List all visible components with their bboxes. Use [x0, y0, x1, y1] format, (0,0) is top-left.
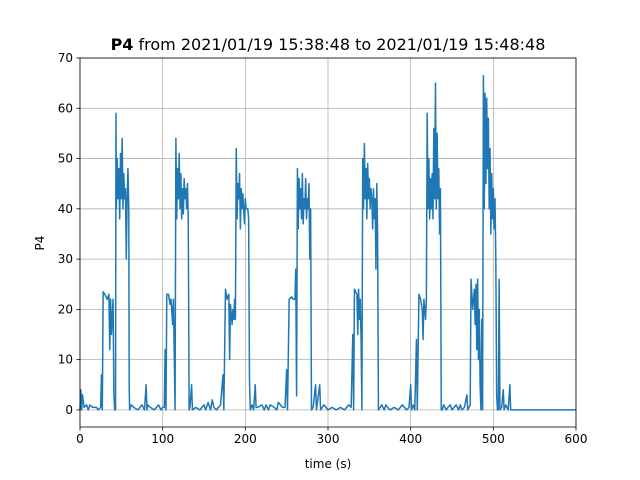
data-line — [79, 74, 576, 411]
x-tick-label: 0 — [76, 432, 84, 446]
x-tick-label: 500 — [482, 432, 505, 446]
title-text: from 2021/01/19 15:38:48 to 2021/01/19 1… — [139, 35, 546, 54]
x-tick-label: 400 — [399, 432, 422, 446]
x-tick-label: 200 — [234, 432, 257, 446]
x-tick-label: 100 — [151, 432, 174, 446]
x-axis-label: time (s) — [305, 457, 352, 471]
y-tick-label: 20 — [58, 302, 73, 316]
y-tick-label: 0 — [65, 403, 73, 417]
y-tick-label: 50 — [58, 152, 73, 166]
y-tick-label: 40 — [58, 202, 73, 216]
y-tick-label: 10 — [58, 353, 73, 367]
x-tick-label: 300 — [317, 432, 340, 446]
x-tick-label: 600 — [565, 432, 588, 446]
y-tick-label: 70 — [58, 51, 73, 65]
plot-frame — [79, 57, 577, 428]
y-axis-label: P4 — [33, 236, 47, 251]
title-variable: P4 — [111, 35, 134, 54]
y-tick-label: 30 — [58, 252, 73, 266]
chart-title: P4 from 2021/01/19 15:38:48 to 2021/01/1… — [111, 35, 546, 54]
y-tick-label: 60 — [58, 101, 73, 115]
